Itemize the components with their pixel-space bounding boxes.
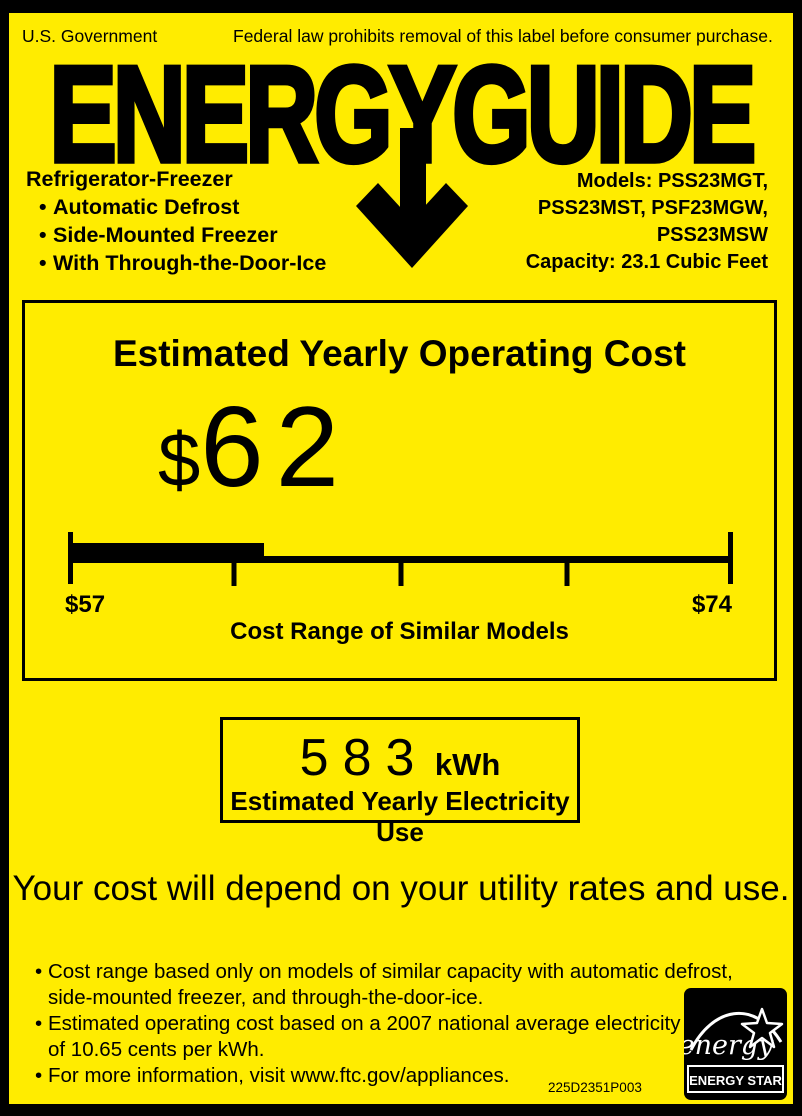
kwh-value: 583 [299, 729, 429, 787]
bullet-marker: • [35, 960, 43, 983]
bullet-marker: • [39, 195, 47, 219]
feature-item: • Automatic Defrost [39, 195, 240, 220]
cost-range-scale [68, 528, 733, 590]
currency-symbol: $ [158, 418, 201, 503]
part-number: 225D2351P003 [548, 1080, 642, 1095]
electricity-use-box: 583 kWh Estimated Yearly Electricity Use [220, 717, 580, 847]
cost-note: Your cost will depend on your utility ra… [12, 869, 790, 908]
bullet-marker: • [35, 1064, 43, 1087]
capacity-line: Capacity: 23.1 Cubic Feet [525, 251, 768, 273]
range-caption: Cost Range of Similar Models [230, 618, 569, 645]
footnote-line: side-mounted freezer, and through-the-do… [48, 986, 483, 1010]
models-line: PSS23MSW [656, 224, 768, 246]
electricity-use-caption: Estimated Yearly Electricity Use [230, 786, 570, 847]
appliance-type: Refrigerator-Freezer [26, 167, 233, 191]
range-min-label: $57 [65, 591, 106, 618]
scale-mid-tick [398, 558, 403, 586]
feature-label: Automatic Defrost [53, 195, 240, 219]
footnote-line: • Estimated operating cost based on a 20… [35, 1012, 724, 1036]
federal-notice-text: Federal law prohibits removal of this la… [233, 26, 773, 46]
models-line: PSS23MST, PSF23MGW, [537, 197, 768, 219]
footnote-text: Estimated operating cost based on a 2007… [48, 1012, 724, 1035]
operating-cost-box: Estimated Yearly Operating Cost $62 $57 … [22, 300, 777, 681]
feature-item: • With Through-the-Door-Ice [39, 251, 327, 276]
bullet-marker: • [35, 1012, 43, 1035]
scale-mid-tick [564, 558, 570, 586]
cost-value: 62 [200, 384, 352, 511]
footnote-line: • For more information, visit www.ftc.go… [35, 1064, 510, 1088]
operating-cost-title: Estimated Yearly Operating Cost [112, 333, 686, 374]
feature-label: With Through-the-Door-Ice [53, 251, 327, 275]
range-max-label: $74 [691, 591, 732, 618]
footnote-text: of 10.65 cents per kWh. [48, 1038, 265, 1061]
feature-item: • Side-Mounted Freezer [39, 223, 278, 248]
star-icon [740, 1007, 784, 1049]
electricity-use-amount: 583 kWh [223, 728, 577, 788]
footnote-line: • Cost range based only on models of sim… [35, 960, 733, 984]
bullet-marker: • [39, 223, 47, 247]
models-block: Models: PSS23MGT, PSS23MST, PSF23MGW, PS… [526, 168, 768, 276]
models-line: Models: PSS23MGT, [576, 170, 768, 192]
operating-cost-amount: $62 [158, 391, 351, 505]
footnote-text: side-mounted freezer, and through-the-do… [48, 986, 484, 1009]
scale-mid-tick [231, 558, 237, 586]
footnote-text: For more information, visit www.ftc.gov/… [48, 1064, 510, 1087]
energy-star-text: ENERGY STAR [689, 1073, 782, 1088]
footnote-line: of 10.65 cents per kWh. [48, 1038, 265, 1062]
down-arrow-icon [356, 128, 468, 268]
footnote-text: Cost range based only on models of simil… [48, 960, 733, 983]
feature-label: Side-Mounted Freezer [53, 223, 278, 247]
cost-range-bar [68, 543, 264, 563]
bullet-marker: • [39, 251, 47, 275]
kwh-unit: kWh [434, 747, 501, 782]
energy-star-logo: energy ENERGY STAR [684, 988, 787, 1100]
agency-text: U.S. Government [22, 26, 158, 46]
